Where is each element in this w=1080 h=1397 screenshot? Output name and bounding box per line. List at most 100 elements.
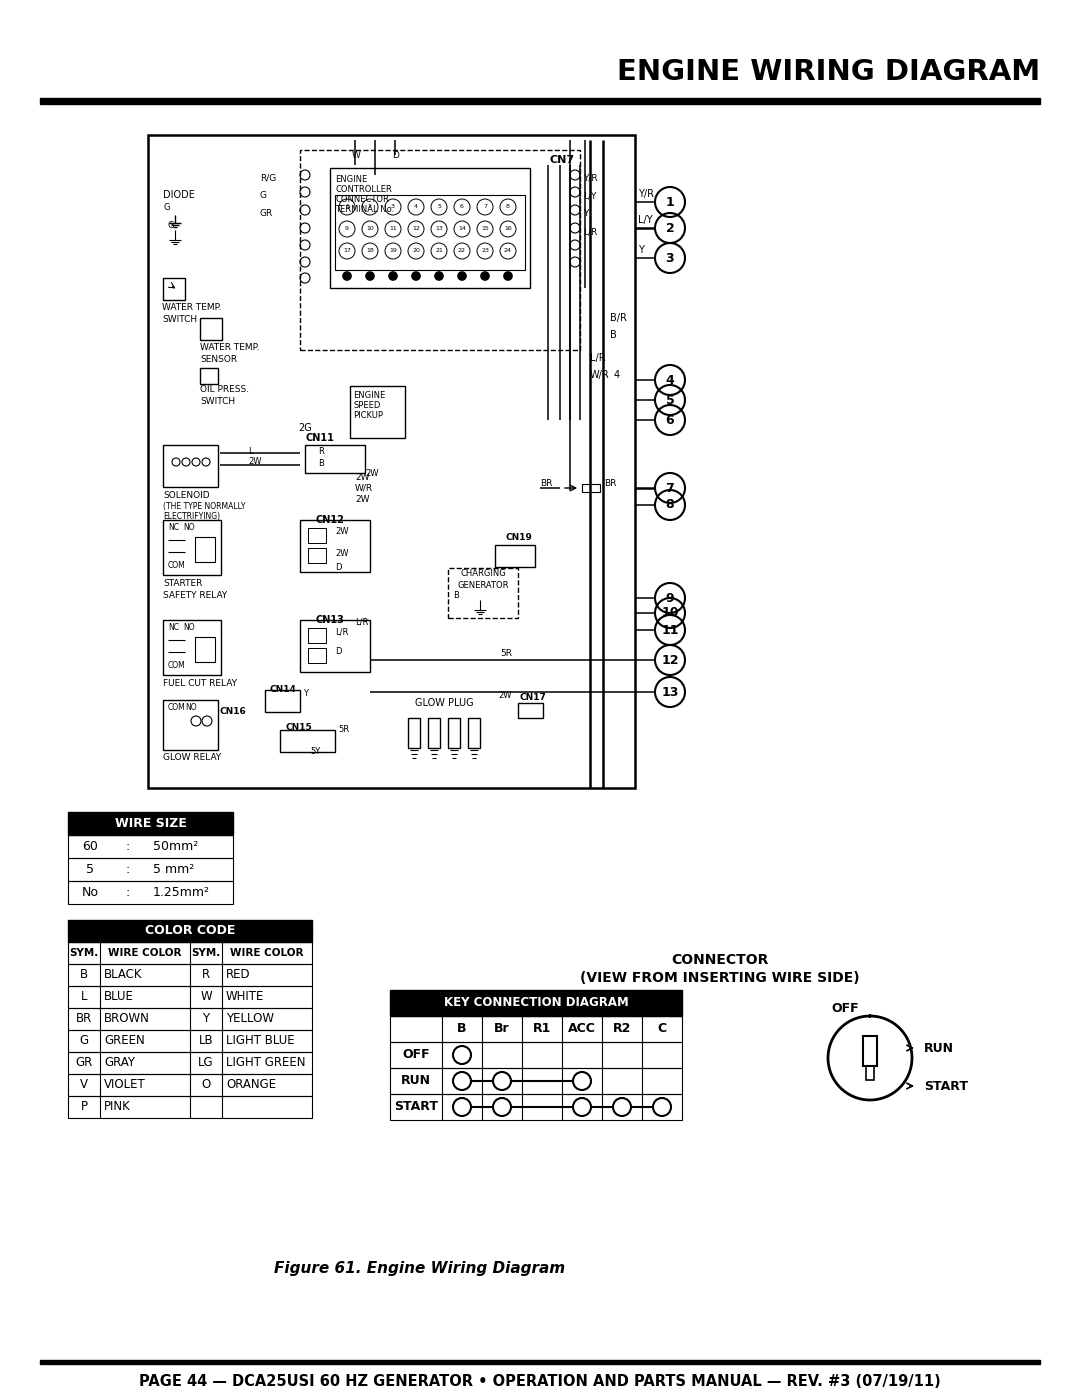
Text: L/R: L/R [355, 617, 368, 626]
Text: G: G [260, 191, 267, 201]
Bar [68, 1009, 312, 1030]
Text: BLUE: BLUE [104, 990, 134, 1003]
Text: BLACK: BLACK [104, 968, 143, 982]
Circle shape [458, 272, 465, 279]
Text: 2W: 2W [365, 469, 378, 479]
Text: NO: NO [183, 623, 194, 633]
Text: D: D [335, 647, 341, 657]
Text: BR: BR [540, 479, 552, 488]
Text: ELECTRIFYING): ELECTRIFYING) [163, 511, 220, 521]
Text: 2W: 2W [355, 472, 369, 482]
Bar [163, 278, 185, 300]
Text: 8: 8 [507, 204, 510, 210]
Text: CN17: CN17 [519, 693, 546, 703]
Bar [308, 629, 326, 643]
Bar [390, 990, 681, 1016]
Text: 13: 13 [435, 226, 443, 232]
Text: 6: 6 [460, 204, 464, 210]
Text: CN13: CN13 [315, 615, 345, 624]
Text: ENGINE WIRING DIAGRAM: ENGINE WIRING DIAGRAM [617, 59, 1040, 87]
Text: CONNECTOR: CONNECTOR [672, 953, 769, 967]
Text: 13: 13 [661, 686, 678, 698]
Text: NO: NO [185, 704, 197, 712]
Text: Y: Y [303, 689, 308, 697]
Text: WHITE: WHITE [226, 990, 265, 1003]
Text: L/R: L/R [583, 228, 597, 236]
Text: 7: 7 [483, 204, 487, 210]
Text: L/R: L/R [335, 627, 349, 637]
Bar [863, 1037, 877, 1066]
Text: C: C [658, 1023, 666, 1035]
Text: 18: 18 [366, 249, 374, 253]
Text: R2: R2 [612, 1023, 631, 1035]
Text: 12: 12 [413, 226, 420, 232]
Text: GRAY: GRAY [104, 1056, 135, 1070]
Text: COLOR CODE: COLOR CODE [145, 925, 235, 937]
Bar [195, 536, 215, 562]
Bar [866, 1066, 874, 1080]
Text: CN19: CN19 [505, 534, 531, 542]
Text: OIL PRESS.: OIL PRESS. [200, 386, 249, 394]
Text: B: B [80, 968, 89, 982]
Text: PAGE 44 — DCA25USI 60 HZ GENERATOR • OPERATION AND PARTS MANUAL — REV. #3 (07/19: PAGE 44 — DCA25USI 60 HZ GENERATOR • OPE… [139, 1375, 941, 1390]
Bar [308, 548, 326, 563]
Text: 1: 1 [346, 204, 349, 210]
Bar [390, 1067, 681, 1094]
Bar [200, 319, 222, 339]
Text: Br: Br [495, 1023, 510, 1035]
Text: B: B [318, 458, 324, 468]
Text: 2W: 2W [498, 692, 512, 700]
Text: NC: NC [168, 524, 179, 532]
Text: SPEED: SPEED [353, 401, 380, 411]
Text: GENERATOR: GENERATOR [457, 581, 509, 590]
Text: D: D [335, 563, 341, 573]
Text: VIOLET: VIOLET [104, 1078, 146, 1091]
Bar [468, 718, 480, 747]
Text: V: V [80, 1078, 87, 1091]
Text: 1.25mm²: 1.25mm² [153, 886, 210, 900]
Text: 3: 3 [665, 251, 674, 264]
Text: LIGHT BLUE: LIGHT BLUE [226, 1035, 295, 1048]
Text: ENGINE: ENGINE [353, 391, 386, 401]
Text: R: R [202, 968, 211, 982]
Text: SAFETY RELAY: SAFETY RELAY [163, 591, 227, 599]
Text: CN7: CN7 [550, 155, 575, 165]
Text: WIRE SIZE: WIRE SIZE [114, 817, 187, 830]
Text: START: START [394, 1101, 438, 1113]
Bar [40, 1361, 1040, 1363]
Text: START: START [924, 1080, 968, 1092]
Bar [518, 703, 543, 718]
Bar [68, 835, 233, 858]
Circle shape [504, 272, 512, 279]
Text: (VIEW FROM INSERTING WIRE SIDE): (VIEW FROM INSERTING WIRE SIDE) [580, 971, 860, 985]
Text: LB: LB [199, 1035, 214, 1048]
Text: P: P [81, 1101, 87, 1113]
Bar [163, 520, 221, 576]
Text: 24: 24 [504, 249, 512, 253]
Text: Y: Y [638, 244, 644, 256]
Text: CONNECTOR: CONNECTOR [335, 196, 389, 204]
Text: 2W: 2W [248, 457, 261, 467]
Text: SYM.: SYM. [69, 949, 98, 958]
Text: WATER TEMP.: WATER TEMP. [200, 344, 259, 352]
Text: NO: NO [183, 524, 194, 532]
Text: SWITCH: SWITCH [162, 314, 198, 324]
Text: 11: 11 [661, 623, 678, 637]
Bar [163, 620, 221, 675]
Text: L: L [248, 447, 253, 457]
Text: L/Y: L/Y [583, 191, 596, 201]
Bar [308, 648, 326, 664]
Text: 10: 10 [366, 226, 374, 232]
Text: BR: BR [604, 479, 617, 488]
Bar [280, 731, 335, 752]
Bar [305, 446, 365, 474]
Bar [390, 1094, 681, 1120]
Text: PICKUP: PICKUP [353, 412, 383, 420]
Text: Y: Y [583, 210, 589, 218]
Bar [300, 149, 580, 351]
Text: 20: 20 [413, 249, 420, 253]
Bar [68, 812, 233, 835]
Bar [300, 520, 370, 571]
Bar [68, 1074, 312, 1097]
Text: LG: LG [199, 1056, 214, 1070]
